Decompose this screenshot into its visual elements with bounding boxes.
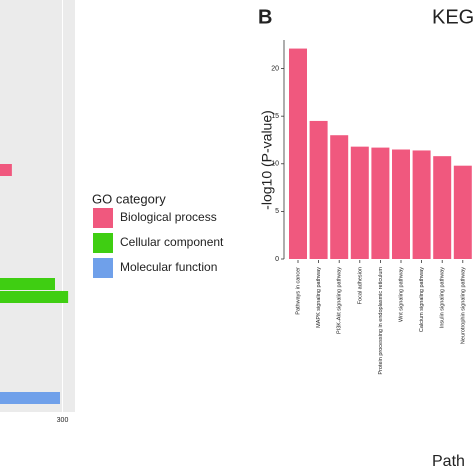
x-tick-label: Protein processing in endoplasmic reticu…: [378, 267, 384, 375]
x-axis-label: Path: [432, 453, 465, 470]
y-tick-label: 10: [271, 161, 279, 168]
chart-title: KEG: [432, 6, 474, 28]
bar: [412, 150, 431, 259]
bar: [289, 48, 307, 259]
bar: [350, 146, 369, 259]
legend-key: [93, 258, 113, 278]
y-tick-label: 5: [275, 208, 279, 215]
x-tick-label: Focal adhesion: [357, 267, 363, 304]
bar: [453, 165, 472, 259]
legend-key: [93, 233, 113, 253]
x-tick-label: Neurotrophin signaling pathway: [460, 267, 466, 344]
panel-label: B: [258, 6, 272, 28]
bar: [0, 392, 60, 404]
x-tick-label: PI3K-Akt signaling pathway: [337, 267, 343, 334]
legend-label: Cellular component: [120, 235, 224, 249]
y-axis-label: -log10 (P-value): [259, 110, 275, 210]
bar: [330, 135, 349, 259]
plot-background: [0, 0, 75, 412]
bar: [433, 156, 452, 259]
legend-key: [93, 208, 113, 228]
bar: [0, 291, 69, 303]
x-tick-label: Insulin signaling pathway: [440, 267, 446, 328]
bar: [0, 278, 55, 290]
y-tick-label: 15: [271, 113, 279, 120]
x-tick-label: Wnt signaling pathway: [398, 267, 404, 322]
bar: [392, 149, 410, 259]
x-tick-label: Calcium signaling pathway: [419, 267, 425, 332]
x-tick-label: MAPK signaling pathway: [316, 267, 322, 328]
y-tick-label: 20: [271, 65, 279, 72]
x-tick-label: Pathways in cancer: [295, 267, 301, 315]
bar: [371, 147, 390, 259]
x-tick-label: 300: [57, 417, 69, 424]
legend-label: Molecular function: [120, 260, 217, 274]
y-tick-label: 0: [275, 256, 279, 263]
bar: [309, 120, 328, 259]
legend-label: Biological process: [120, 210, 217, 224]
bar: [0, 164, 12, 176]
legend-title: GO category: [92, 191, 166, 206]
